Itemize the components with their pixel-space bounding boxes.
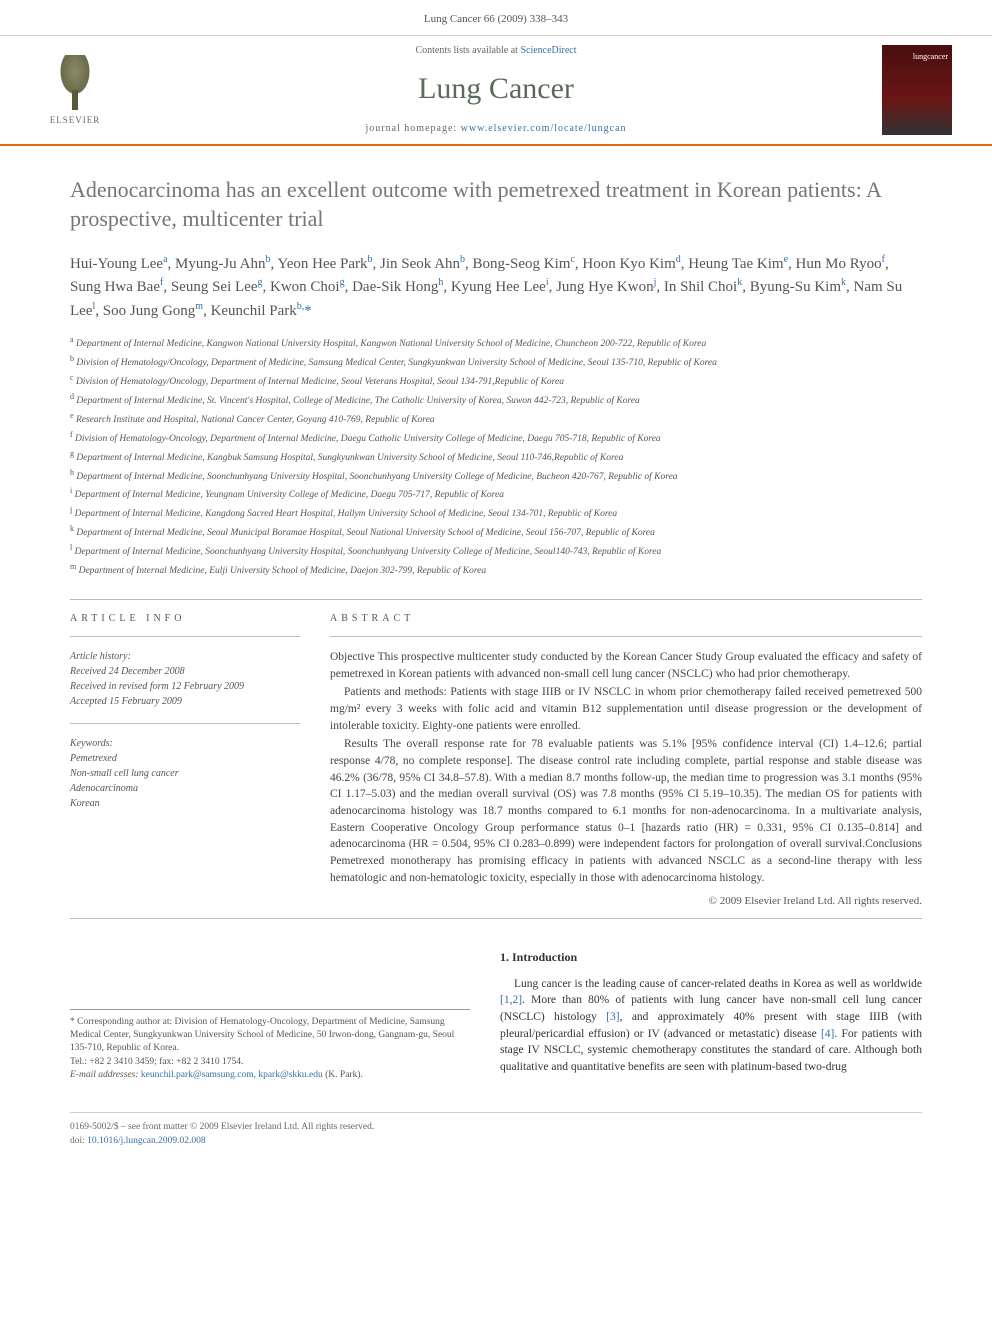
- affiliation: k Department of Internal Medicine, Seoul…: [70, 523, 922, 541]
- corr-tel: Tel.: +82 2 3410 3459; fax: +82 2 3410 1…: [70, 1056, 470, 1069]
- affiliation: i Department of Internal Medicine, Yeung…: [70, 485, 922, 503]
- affiliation: l Department of Internal Medicine, Soonc…: [70, 542, 922, 560]
- journal-name: Lung Cancer: [110, 68, 882, 110]
- keywords-label: Keywords:: [70, 736, 300, 751]
- abstract-paragraph: Results The overall response rate for 78…: [330, 736, 922, 886]
- article-info-column: ARTICLE INFO Article history: Received 2…: [70, 612, 300, 910]
- affiliation: e Research Institute and Hospital, Natio…: [70, 410, 922, 428]
- masthead: ELSEVIER Contents lists available at Sci…: [0, 35, 992, 146]
- affiliation: j Department of Internal Medicine, Kangd…: [70, 504, 922, 522]
- keyword: Non-small cell lung cancer: [70, 766, 300, 781]
- abstract-label: ABSTRACT: [330, 612, 922, 626]
- citation-link[interactable]: [3]: [606, 1011, 619, 1023]
- affiliation: b Division of Hematology/Oncology, Depar…: [70, 353, 922, 371]
- corr-email-suffix: (K. Park).: [325, 1070, 363, 1080]
- keyword: Pemetrexed: [70, 751, 300, 766]
- cover-label: lungcancer: [913, 51, 948, 62]
- elsevier-logo: ELSEVIER: [40, 50, 110, 130]
- publisher-name: ELSEVIER: [50, 114, 101, 127]
- homepage-link[interactable]: www.elsevier.com/locate/lungcan: [461, 123, 627, 134]
- homepage-line: journal homepage: www.elsevier.com/locat…: [110, 122, 882, 136]
- info-abstract-row: ARTICLE INFO Article history: Received 2…: [70, 612, 922, 910]
- introduction-column: 1. Introduction Lung cancer is the leadi…: [500, 949, 922, 1082]
- corr-marker: *: [70, 1017, 75, 1027]
- intro-text: Lung cancer is the leading cause of canc…: [500, 976, 922, 1076]
- intro-heading: 1. Introduction: [500, 949, 922, 966]
- divider: [70, 599, 922, 600]
- corresponding-author-block: * Corresponding author at: Division of H…: [70, 1009, 470, 1082]
- divider: [70, 918, 922, 919]
- tree-icon: [50, 55, 100, 110]
- copyright-line: © 2009 Elsevier Ireland Ltd. All rights …: [330, 894, 922, 909]
- affiliation: c Division of Hematology/Oncology, Depar…: [70, 372, 922, 390]
- email-label: E-mail addresses:: [70, 1070, 139, 1080]
- contents-prefix: Contents lists available at: [415, 45, 520, 56]
- accepted-date: Accepted 15 February 2009: [70, 694, 300, 709]
- contents-line: Contents lists available at ScienceDirec…: [110, 44, 882, 58]
- affiliation: m Department of Internal Medicine, Eulji…: [70, 561, 922, 579]
- divider: [70, 636, 300, 637]
- affiliation: g Department of Internal Medicine, Kangb…: [70, 448, 922, 466]
- affiliation: d Department of Internal Medicine, St. V…: [70, 391, 922, 409]
- revised-date: Received in revised form 12 February 200…: [70, 679, 300, 694]
- abstract-column: ABSTRACT Objective This prospective mult…: [330, 612, 922, 910]
- history-label: Article history:: [70, 649, 300, 664]
- affiliation-list: a Department of Internal Medicine, Kangw…: [70, 334, 922, 579]
- citation-link[interactable]: [4]: [821, 1028, 834, 1040]
- affiliation: a Department of Internal Medicine, Kangw…: [70, 334, 922, 352]
- homepage-prefix: journal homepage:: [365, 123, 460, 134]
- corr-label: Corresponding author at:: [77, 1017, 174, 1027]
- abstract-paragraph: Patients and methods: Patients with stag…: [330, 684, 922, 734]
- author-list: Hui-Young Leea, Myung-Ju Ahnb, Yeon Hee …: [70, 252, 922, 323]
- abstract-text: Objective This prospective multicenter s…: [330, 649, 922, 886]
- citation-link[interactable]: [1,2]: [500, 994, 522, 1006]
- lower-row: * Corresponding author at: Division of H…: [70, 949, 922, 1082]
- journal-cover-thumb: lungcancer: [882, 45, 952, 135]
- article-title: Adenocarcinoma has an excellent outcome …: [70, 176, 922, 233]
- keyword: Korean: [70, 796, 300, 811]
- affiliation: f Division of Hematology-Oncology, Depar…: [70, 429, 922, 447]
- article-info-label: ARTICLE INFO: [70, 612, 300, 626]
- sciencedirect-link[interactable]: ScienceDirect: [520, 45, 576, 56]
- divider: [70, 723, 300, 724]
- doi-label: doi:: [70, 1136, 85, 1146]
- masthead-center: Contents lists available at ScienceDirec…: [110, 44, 882, 136]
- divider: [330, 636, 922, 637]
- corr-email-link[interactable]: keunchil.park@samsung.com, kpark@skku.ed…: [141, 1070, 323, 1080]
- article-body: Adenocarcinoma has an excellent outcome …: [0, 146, 992, 1102]
- page-footer: 0169-5002/$ – see front matter © 2009 El…: [70, 1112, 922, 1168]
- keyword: Adenocarcinoma: [70, 781, 300, 796]
- received-date: Received 24 December 2008: [70, 664, 300, 679]
- issn-line: 0169-5002/$ – see front matter © 2009 El…: [70, 1121, 922, 1134]
- running-head: Lung Cancer 66 (2009) 338–343: [0, 0, 992, 35]
- abstract-paragraph: Objective This prospective multicenter s…: [330, 649, 922, 682]
- affiliation: h Department of Internal Medicine, Soonc…: [70, 467, 922, 485]
- keywords-block: Keywords: PemetrexedNon-small cell lung …: [70, 736, 300, 811]
- article-history: Article history: Received 24 December 20…: [70, 649, 300, 709]
- doi-link[interactable]: 10.1016/j.lungcan.2009.02.008: [87, 1136, 205, 1146]
